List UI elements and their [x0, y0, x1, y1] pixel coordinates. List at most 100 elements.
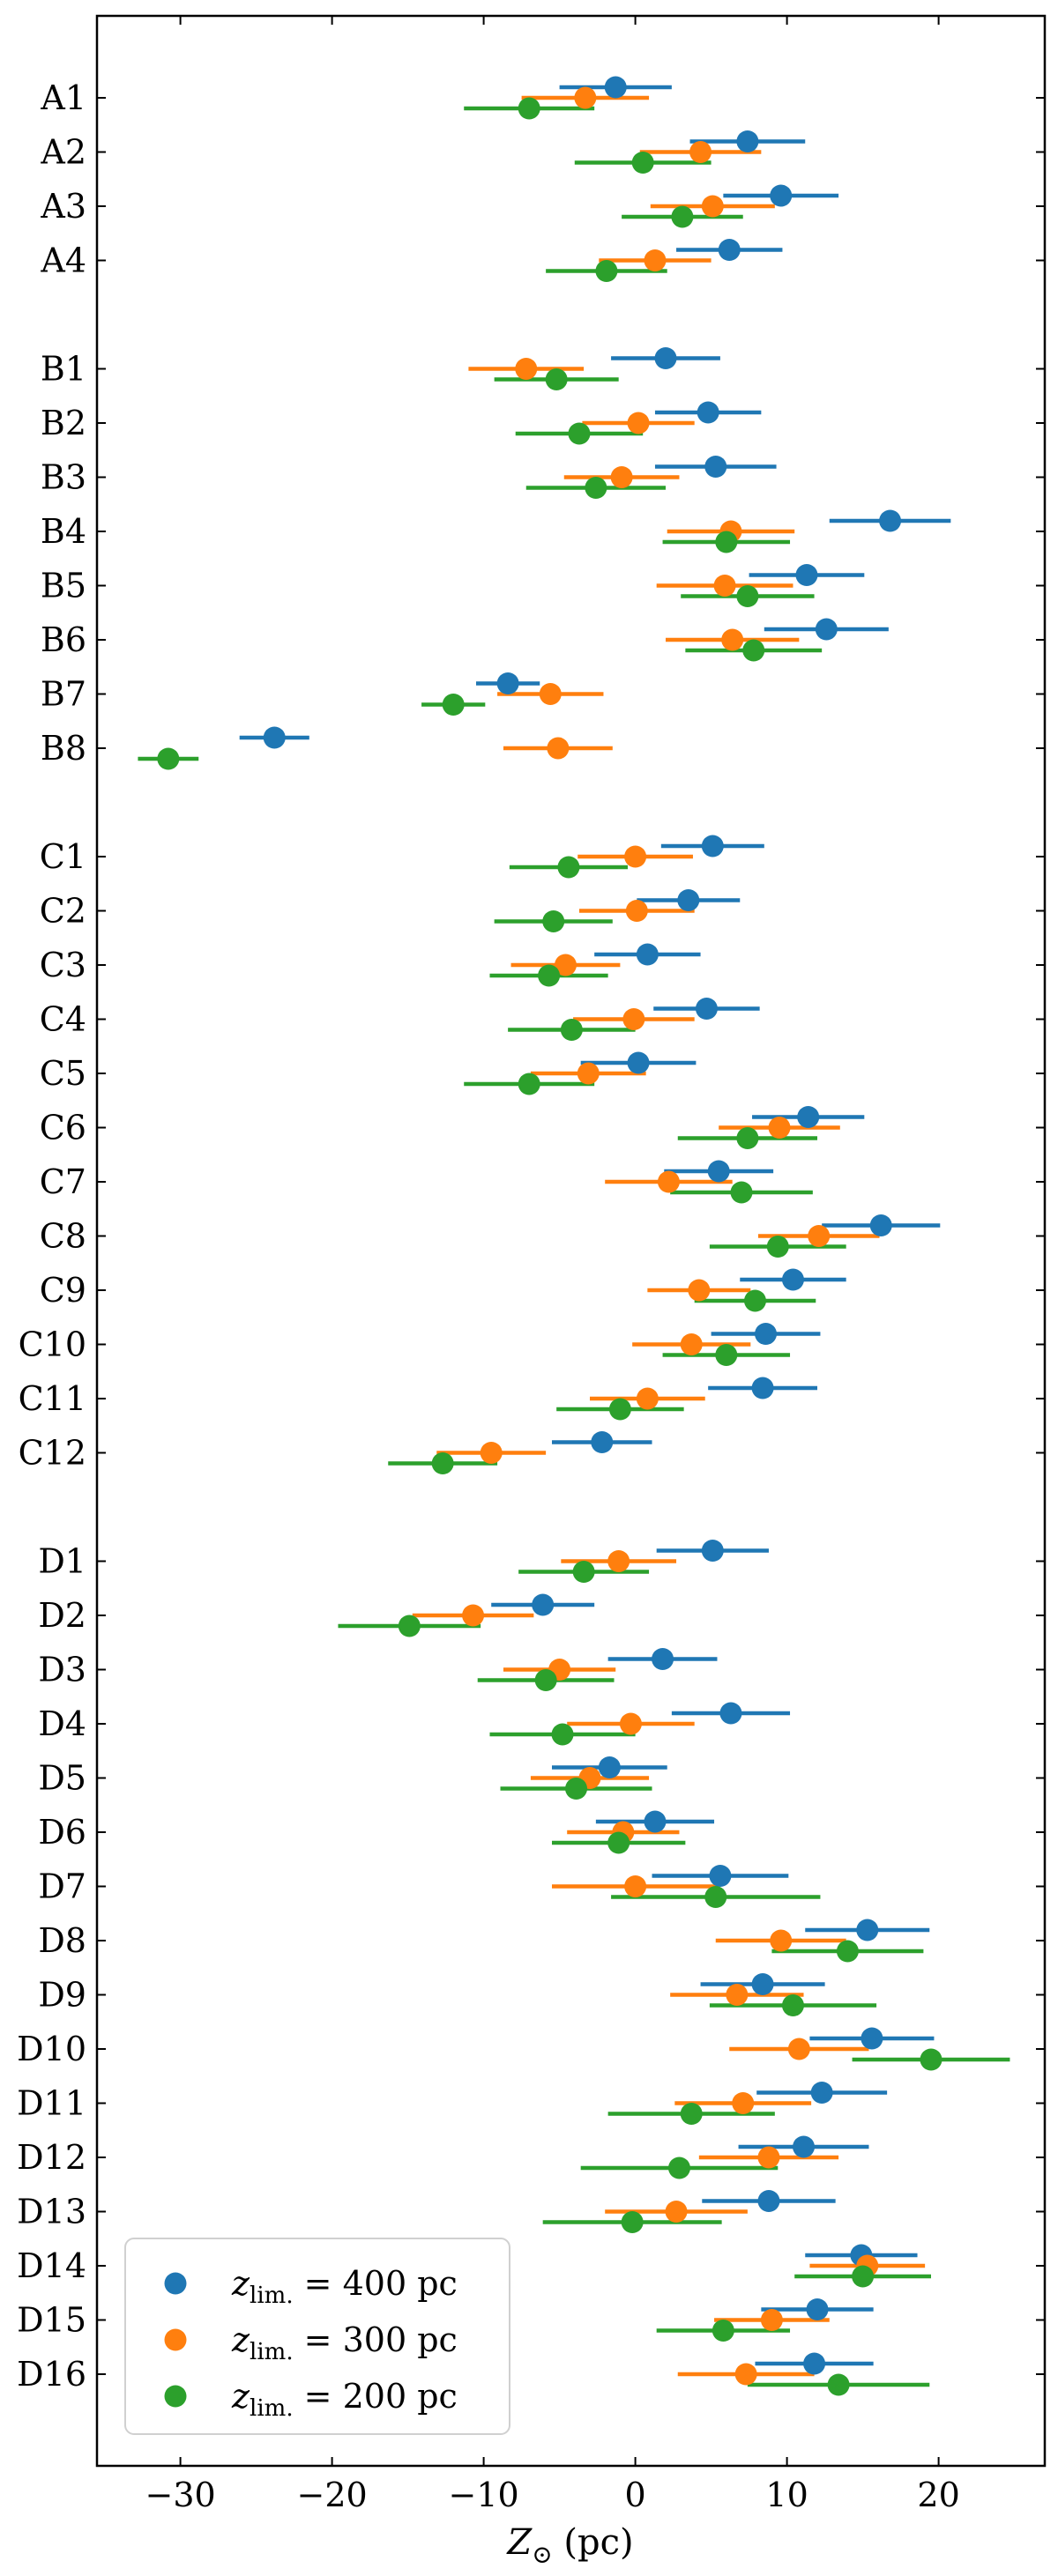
data-point — [480, 1442, 503, 1464]
data-point — [781, 1994, 804, 2016]
y-tick-label: B8 — [41, 729, 86, 768]
data-point — [665, 2201, 688, 2223]
data-point — [743, 1289, 766, 1312]
data-point — [768, 1117, 791, 1139]
y-tick-label: B1 — [41, 350, 86, 389]
data-point — [557, 856, 580, 879]
data-point — [797, 1106, 820, 1128]
data-point — [726, 1984, 749, 2006]
x-tick-label: 10 — [765, 2476, 808, 2514]
y-tick-label: A1 — [40, 78, 86, 117]
data-point — [695, 998, 718, 1020]
data-point — [680, 1333, 703, 1355]
y-tick-label: C1 — [40, 837, 86, 876]
y-tick-label: A2 — [40, 133, 86, 172]
y-tick-label: C7 — [40, 1162, 86, 1201]
data-point — [861, 2027, 883, 2050]
y-tick-label: C4 — [40, 1000, 86, 1039]
data-point — [636, 1387, 659, 1410]
data-point — [808, 1225, 831, 1247]
y-tick-label: C11 — [19, 1379, 86, 1418]
y-tick-label: C9 — [40, 1271, 86, 1310]
data-point — [795, 564, 818, 586]
data-point — [542, 910, 565, 932]
data-point — [677, 889, 700, 911]
y-tick-label: B6 — [41, 620, 86, 659]
data-point — [704, 1886, 727, 1908]
legend-entry: zlim. = 200 pc — [231, 2377, 458, 2422]
data-point — [644, 249, 667, 271]
y-tick-label: D6 — [38, 1813, 86, 1852]
legend-frame — [124, 2238, 510, 2435]
y-tick-label: B5 — [41, 567, 86, 605]
data-point — [757, 2190, 780, 2212]
data-point — [719, 1702, 742, 1725]
data-point — [621, 2211, 644, 2233]
x-tick-label: 20 — [917, 2476, 959, 2514]
data-point — [701, 1540, 724, 1562]
y-tick-label: C10 — [19, 1325, 86, 1364]
data-point — [803, 2352, 826, 2375]
data-point — [657, 1170, 680, 1193]
data-point — [442, 694, 465, 716]
data-point — [652, 1648, 674, 1670]
data-point — [624, 845, 647, 868]
data-point — [713, 575, 736, 597]
data-point — [574, 86, 597, 109]
data-point — [736, 130, 759, 152]
y-tick-label: D7 — [38, 1867, 86, 1906]
data-point — [742, 639, 765, 662]
x-ticks: −30 −20 −10 0 10 20 — [145, 16, 960, 2514]
legend-marker — [164, 2328, 187, 2351]
y-tick-label: B7 — [41, 675, 86, 714]
legend-marker — [164, 2385, 187, 2408]
y-ticks: A1 A2 A3 A4 B1 B2 B3 B4 B5 B6 B7 B8 C1 C2 C3 C4 C5 C6 C7 C8… — [17, 78, 1045, 2394]
y-tick-label: D8 — [38, 1921, 86, 1960]
data-point — [736, 585, 759, 607]
data-point — [534, 1669, 557, 1691]
data-point — [879, 509, 902, 532]
data-point — [577, 1062, 600, 1085]
data-point — [751, 1973, 774, 1995]
data-point — [856, 1919, 879, 1941]
data-point — [496, 672, 519, 694]
data-point — [734, 2363, 757, 2386]
data-point — [624, 1875, 647, 1897]
x-tick-label: 0 — [625, 2476, 646, 2514]
data-point — [721, 628, 744, 651]
data-point — [585, 477, 607, 499]
data-point — [263, 726, 286, 749]
data-point — [636, 943, 659, 966]
y-tick-label: C8 — [40, 1217, 86, 1256]
data-point — [680, 2103, 703, 2125]
data-point — [627, 412, 650, 434]
data-point — [631, 152, 654, 174]
data-point — [572, 1561, 595, 1583]
data-point — [709, 1865, 732, 1887]
legend-entry: zlim. = 300 pc — [231, 2320, 458, 2365]
y-tick-label: C6 — [40, 1109, 86, 1147]
y-tick-label: D9 — [38, 1976, 86, 2015]
data-point — [515, 358, 538, 380]
data-point — [815, 618, 838, 641]
data-point — [770, 184, 793, 207]
data-point — [625, 900, 648, 922]
data-point — [757, 2146, 780, 2169]
data-point — [852, 2265, 875, 2288]
data-point — [608, 1398, 631, 1421]
y-tick-label: D16 — [17, 2355, 86, 2394]
data-point — [701, 835, 724, 857]
data-point — [736, 1127, 759, 1149]
data-point — [701, 195, 724, 218]
data-point — [732, 2092, 755, 2114]
x-tick-label: −20 — [296, 2476, 367, 2514]
y-tick-label: A3 — [40, 187, 86, 226]
data-point — [622, 1008, 645, 1030]
data-point — [607, 1550, 630, 1572]
data-point — [431, 1452, 454, 1474]
data-point — [518, 97, 540, 120]
data-point — [869, 1214, 892, 1236]
data-point — [157, 747, 180, 770]
data-point — [715, 1344, 738, 1366]
